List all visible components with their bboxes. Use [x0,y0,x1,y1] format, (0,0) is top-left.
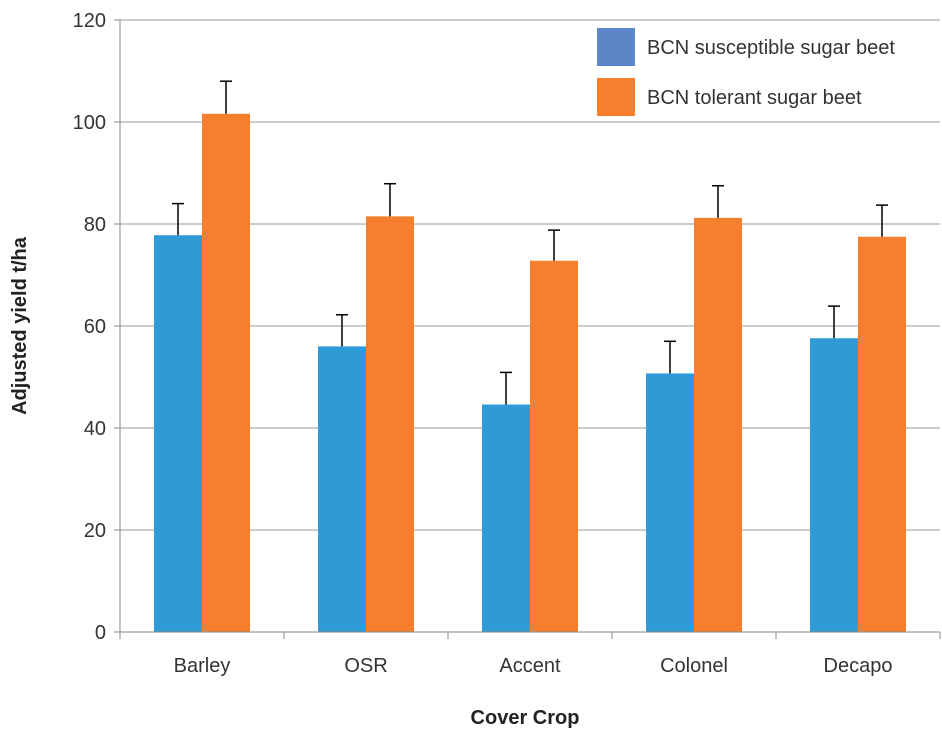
bar-tolerant [366,216,414,632]
bar-tolerant [202,113,250,633]
bar-tolerant [858,236,906,632]
y-axis-title: Adjusted yield t/ha [9,236,31,415]
x-tick-label: Colonel [660,655,728,677]
bar-tolerant [530,260,578,632]
bar-susceptible [318,346,366,632]
legend-label-susceptible: BCN susceptible sugar beet [647,37,895,59]
x-tick-labels: Barley OSR Accent Colonel Decapo [174,655,893,677]
y-tick-label: 120 [73,10,106,32]
legend-label-tolerant: BCN tolerant sugar beet [647,87,862,109]
y-tick-labels: 0 20 40 60 80 100 120 [73,10,106,644]
axes [114,19,941,639]
y-tick-label: 80 [84,214,106,236]
x-tick-label: OSR [344,655,387,677]
y-tick-label: 40 [84,418,106,440]
y-tick-label: 20 [84,520,106,542]
x-tick-label: Accent [499,655,561,677]
x-axis-title: Cover Crop [471,707,580,729]
legend[interactable]: BCN susceptible sugar beet BCN tolerant … [597,28,895,116]
bars [154,113,906,633]
bar-susceptible [810,338,858,632]
legend-swatch-tolerant [597,78,635,116]
y-tick-label: 60 [84,316,106,338]
bar-tolerant [694,217,742,632]
x-tick-label: Barley [174,655,231,677]
bar-susceptible [154,235,202,632]
y-tick-label: 100 [73,112,106,134]
x-tick-label: Decapo [824,655,893,677]
legend-swatch-susceptible [597,28,635,66]
error-bars [172,80,888,405]
y-tick-label: 0 [95,622,106,644]
bar-susceptible [646,373,694,632]
bar-susceptible [482,404,530,632]
